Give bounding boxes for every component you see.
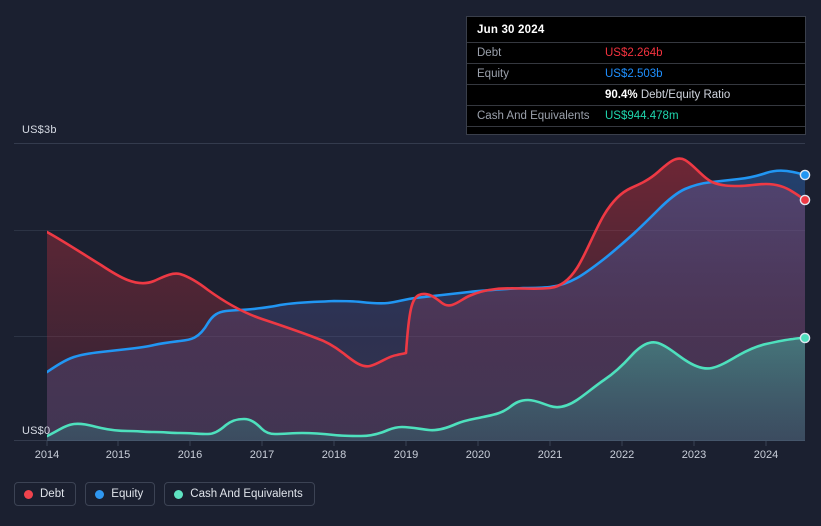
tooltip-cash-label: Cash And Equivalents bbox=[477, 110, 590, 122]
financial-area-chart bbox=[14, 143, 811, 446]
chart-plot-area: US$3b US$0 2014 2015 2016 2017 2018 2019… bbox=[0, 124, 821, 465]
cash-color-swatch-icon bbox=[174, 489, 184, 499]
tooltip-row-cash: Cash And Equivalents US$944.478m bbox=[467, 105, 805, 126]
debt-color-swatch-icon bbox=[24, 489, 33, 499]
legend-label-cash: Cash And Equivalents bbox=[190, 488, 303, 500]
tooltip-footer-divider bbox=[467, 126, 805, 134]
x-tick-2020: 2020 bbox=[465, 449, 491, 461]
x-axis-labels: 2014 2015 2016 2017 2018 2019 2020 2021 … bbox=[0, 449, 821, 465]
x-tick-2021: 2021 bbox=[537, 449, 563, 461]
x-tick-2022: 2022 bbox=[609, 449, 635, 461]
tooltip-row-debt: Debt US$2.264b bbox=[467, 42, 805, 63]
tooltip-debt-value: US$2.264b bbox=[605, 47, 663, 59]
data-tooltip-panel: Jun 30 2024 Debt US$2.264b Equity US$2.5… bbox=[466, 16, 806, 135]
legend-item-debt[interactable]: Debt bbox=[14, 482, 77, 506]
tooltip-row-ratio: 90.4% Debt/Equity Ratio bbox=[467, 84, 805, 105]
x-tick-2023: 2023 bbox=[681, 449, 707, 461]
y-axis-bottom-label: US$0 bbox=[22, 425, 51, 437]
x-tick-2017: 2017 bbox=[249, 449, 275, 461]
chart-legend: Debt Equity Cash And Equivalents bbox=[14, 482, 315, 506]
tooltip-debt-label: Debt bbox=[477, 47, 502, 59]
tooltip-cash-value: US$944.478m bbox=[605, 110, 679, 122]
y-axis-top-label: US$3b bbox=[22, 124, 57, 136]
cash-endpoint-dot bbox=[799, 332, 811, 344]
legend-label-equity: Equity bbox=[111, 488, 144, 500]
cash-area bbox=[47, 338, 805, 441]
tooltip-row-equity: Equity US$2.503b bbox=[467, 63, 805, 84]
tooltip-date: Jun 30 2024 bbox=[477, 24, 545, 36]
x-tick-2024: 2024 bbox=[753, 449, 779, 461]
legend-item-cash[interactable]: Cash And Equivalents bbox=[164, 482, 315, 506]
tooltip-ratio-label: Debt/Equity Ratio bbox=[640, 89, 731, 101]
series-endpoint-markers bbox=[799, 169, 811, 344]
cash-line bbox=[47, 336, 805, 438]
equity-color-swatch-icon bbox=[95, 489, 105, 499]
x-tick-marks bbox=[46, 441, 767, 446]
x-tick-2014: 2014 bbox=[34, 449, 60, 461]
tooltip-equity-label: Equity bbox=[477, 68, 509, 80]
legend-item-equity[interactable]: Equity bbox=[85, 482, 156, 506]
tooltip-ratio: 90.4% Debt/Equity Ratio bbox=[605, 89, 730, 101]
tooltip-ratio-value: 90.4% bbox=[605, 89, 638, 101]
debt-line bbox=[47, 157, 805, 368]
legend-label-debt: Debt bbox=[40, 488, 65, 500]
tooltip-equity-value: US$2.503b bbox=[605, 68, 663, 80]
x-tick-2018: 2018 bbox=[321, 449, 347, 461]
x-tick-2019: 2019 bbox=[393, 449, 419, 461]
x-tick-2015: 2015 bbox=[105, 449, 131, 461]
debt-endpoint-dot bbox=[799, 194, 811, 206]
x-tick-2016: 2016 bbox=[177, 449, 203, 461]
equity-line bbox=[47, 169, 805, 374]
equity-endpoint-dot bbox=[799, 169, 811, 181]
